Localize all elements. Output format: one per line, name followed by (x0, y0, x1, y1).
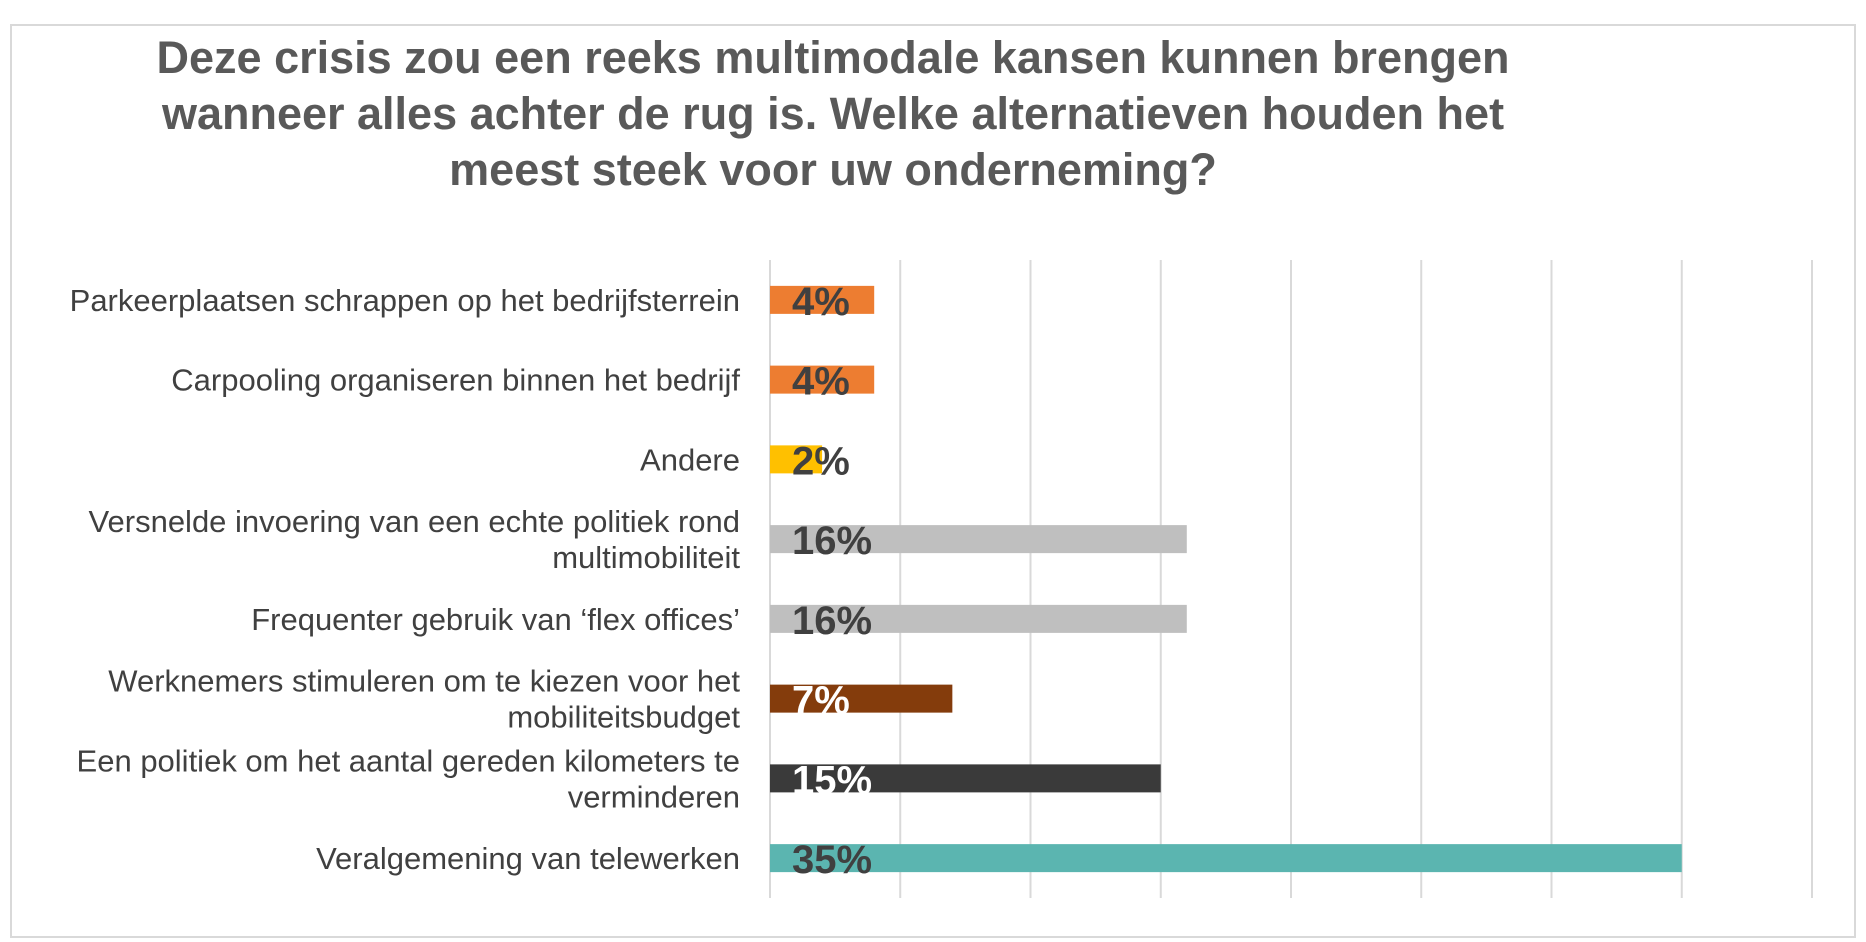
value-label: 15% (792, 758, 872, 802)
category-label-line: Een politiek om het aantal gereden kilom… (77, 743, 740, 778)
category-label: Een politiek om het aantal gereden kilom… (77, 743, 740, 814)
bar (770, 365, 875, 394)
bar (770, 684, 953, 713)
category-label-line: Frequenter gebruik van ‘flex offices’ (251, 602, 740, 637)
category-label-line: Andere (640, 442, 740, 477)
bar (770, 525, 1187, 554)
value-label: 35% (792, 838, 872, 882)
category-label-line: multimobiliteit (552, 540, 740, 575)
value-label: 2% (792, 439, 850, 483)
category-label-line: Carpooling organiseren binnen het bedrij… (171, 363, 740, 398)
chart-title-line-1: Deze crisis zou een reeks multimodale ka… (156, 32, 1510, 83)
category-label: Veralgemening van telewerken (316, 841, 740, 876)
chart-title-line-3: meest steek voor uw onderneming? (449, 144, 1217, 195)
chart-title-line-2: wanneer alles achter de rug is. Welke al… (161, 88, 1505, 139)
category-label-line: Veralgemening van telewerken (316, 841, 740, 876)
bar (770, 445, 823, 474)
category-label-line: Parkeerplaatsen schrappen op het bedrijf… (70, 283, 740, 318)
value-label: 4% (792, 360, 850, 404)
bar (770, 285, 875, 314)
value-label: 16% (792, 519, 872, 563)
chart-title: Deze crisis zou een reeks multimodale ka… (100, 30, 1566, 198)
bar (770, 844, 1682, 873)
bar (770, 764, 1161, 793)
category-label-line: Versnelde invoering van een echte politi… (89, 504, 740, 539)
value-label: 7% (792, 679, 850, 723)
value-label: 16% (792, 599, 872, 643)
category-label: Carpooling organiseren binnen het bedrij… (171, 363, 740, 398)
category-label-line: verminderen (568, 779, 740, 814)
value-label: 4% (792, 280, 850, 324)
category-label: Andere (640, 442, 740, 477)
category-label: Frequenter gebruik van ‘flex offices’ (251, 602, 740, 637)
category-label: Versnelde invoering van een echte politi… (89, 504, 741, 575)
gridlines (769, 260, 1813, 898)
category-label-line: Werknemers stimuleren om te kiezen voor … (108, 664, 740, 699)
category-label: Parkeerplaatsen schrappen op het bedrijf… (70, 283, 740, 318)
category-label-line: mobiliteitsbudget (507, 700, 740, 735)
bar (770, 604, 1187, 633)
category-label: Werknemers stimuleren om te kiezen voor … (108, 664, 740, 735)
